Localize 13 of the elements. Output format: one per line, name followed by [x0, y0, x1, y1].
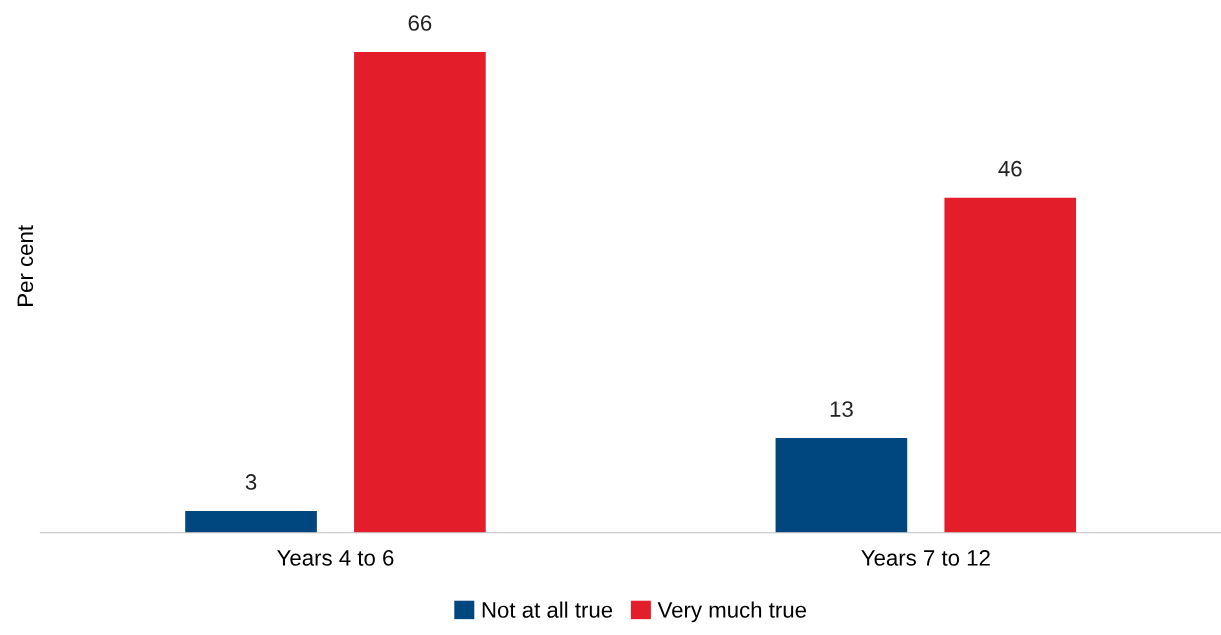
data-label: 46: [998, 160, 1022, 177]
data-label: 66: [408, 15, 432, 31]
x-tick-label: Years 4 to 6: [277, 550, 394, 566]
bar: [185, 510, 317, 533]
bar: [775, 438, 908, 533]
legend-label: Not at all true: [482, 601, 613, 618]
y-axis-title: Per cent: [17, 225, 34, 306]
data-label: 13: [830, 401, 853, 417]
legend-label: Very much true: [657, 601, 807, 623]
data-label: 3: [245, 474, 257, 490]
x-tick-label: Years 7 to 12: [861, 550, 990, 566]
bar: [944, 197, 1077, 533]
bar: [354, 51, 486, 533]
